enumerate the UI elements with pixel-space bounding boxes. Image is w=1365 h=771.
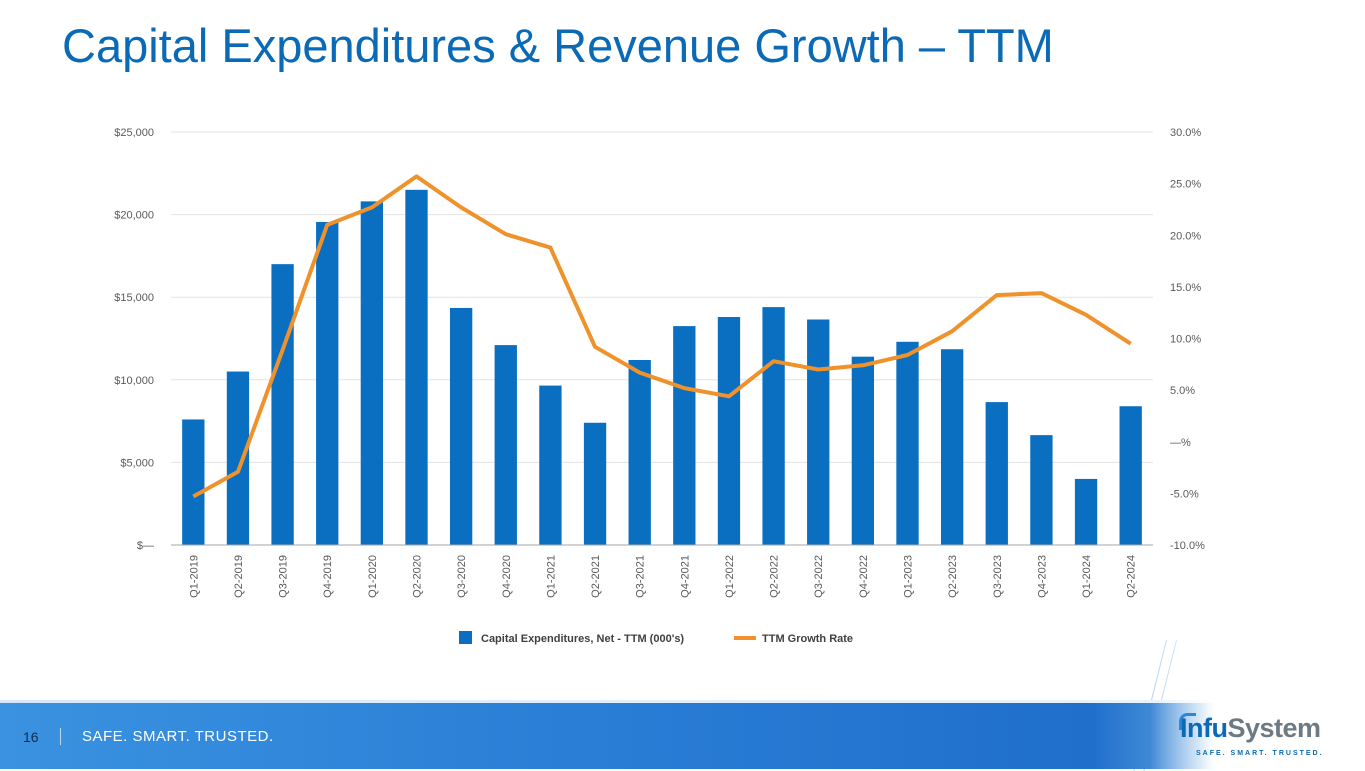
footer-tagline: SAFE. SMART. TRUSTED. — [82, 728, 274, 745]
capex-bar — [361, 201, 383, 545]
x-axis-tick-label: Q4-2022 — [858, 555, 870, 598]
x-axis-tick-label: Q2-2019 — [233, 555, 245, 598]
x-axis-tick-label: Q1-2024 — [1081, 555, 1093, 598]
capex-bar — [629, 360, 651, 545]
capex-bar — [227, 372, 249, 545]
capex-bar — [1030, 435, 1052, 545]
x-axis-tick-label: Q2-2021 — [590, 555, 602, 598]
legend-line-label: TTM Growth Rate — [762, 633, 853, 645]
left-axis-tick-label: $25,000 — [114, 127, 154, 139]
right-axis-tick-label: 15.0% — [1170, 282, 1201, 294]
capex-bar — [450, 308, 472, 545]
x-axis-tick-label: Q2-2023 — [947, 555, 959, 598]
combo-chart: $— $5,000 $10,000 $15,000 $20,000 $25,000 -10… — [0, 0, 1365, 700]
right-axis-tick-label: -10.0% — [1170, 540, 1205, 552]
right-axis-tick-label: 5.0% — [1170, 385, 1195, 397]
capex-bar — [673, 326, 695, 545]
left-axis-tick-label: $20,000 — [114, 210, 154, 222]
capex-bar — [495, 345, 517, 545]
x-axis-tick-label: Q1-2021 — [545, 555, 557, 598]
left-axis-tick-label: $— — [137, 540, 154, 552]
x-axis-tick-label: Q1-2022 — [724, 555, 736, 598]
right-axis-tick-label: 30.0% — [1170, 127, 1201, 139]
legend-bar-label: Capital Expenditures, Net - TTM (000's) — [481, 633, 684, 645]
right-axis-tick-label: -5.0% — [1170, 488, 1199, 500]
capex-bar — [182, 419, 204, 545]
x-axis-tick-label: Q1-2020 — [367, 555, 379, 598]
right-axis-tick-label: 20.0% — [1170, 230, 1201, 242]
x-axis-tick-label: Q3-2019 — [278, 555, 290, 598]
x-axis-ticks: Q1-2019 Q2-2019 Q3-2019 Q4-2019 Q1-2020 Q2-20… — [188, 555, 1137, 598]
capex-bar — [316, 222, 338, 545]
capex-bar — [1075, 479, 1097, 545]
footer-separator — [60, 728, 61, 745]
x-axis-tick-label: Q2-2024 — [1126, 555, 1138, 598]
left-axis-tick-label: $15,000 — [114, 292, 154, 304]
capex-bar — [271, 264, 293, 545]
x-axis-tick-label: Q2-2020 — [412, 555, 424, 598]
capex-bar — [584, 423, 606, 545]
capex-bar — [1120, 406, 1142, 545]
left-axis-tick-label: $5,000 — [120, 457, 154, 469]
right-axis-tick-label: —% — [1170, 437, 1191, 449]
left-axis-tick-label: $10,000 — [114, 375, 154, 387]
legend-bar-swatch — [459, 631, 472, 644]
logo-infu: Infu — [1180, 713, 1227, 743]
x-axis-tick-label: Q4-2023 — [1036, 555, 1048, 598]
right-axis-tick-label: 10.0% — [1170, 334, 1201, 346]
right-axis-ticks: -10.0% -5.0% —% 5.0% 10.0% 15.0% 20.0% 25.0% 30.… — [1170, 127, 1205, 552]
logo-tagline: SAFE. SMART. TRUSTED. — [1196, 750, 1324, 757]
x-axis-tick-label: Q3-2022 — [813, 555, 825, 598]
right-axis-tick-label: 25.0% — [1170, 179, 1201, 191]
capex-bars — [182, 190, 1142, 545]
x-axis-tick-label: Q3-2021 — [635, 555, 647, 598]
capex-bar — [405, 190, 427, 545]
x-axis-tick-label: Q2-2022 — [769, 555, 781, 598]
capex-bar — [896, 342, 918, 545]
x-axis-tick-label: Q4-2021 — [679, 555, 691, 598]
capex-bar — [718, 317, 740, 545]
capex-bar — [762, 307, 784, 545]
x-axis-tick-label: Q4-2019 — [322, 555, 334, 598]
company-logo: InfuSystem — [1180, 713, 1321, 744]
x-axis-tick-label: Q3-2023 — [992, 555, 1004, 598]
x-axis-tick-label: Q1-2023 — [903, 555, 915, 598]
left-axis-ticks: $— $5,000 $10,000 $15,000 $20,000 $25,000 — [114, 127, 154, 552]
capex-bar — [807, 320, 829, 545]
capex-bar — [941, 349, 963, 545]
x-axis-tick-label: Q1-2019 — [188, 555, 200, 598]
logo-system: System — [1227, 713, 1320, 743]
x-axis-tick-label: Q4-2020 — [501, 555, 513, 598]
chart-legend: Capital Expenditures, Net - TTM (000's) … — [459, 631, 853, 645]
capex-bar — [539, 386, 561, 545]
capex-bar — [852, 357, 874, 545]
capex-bar — [986, 402, 1008, 545]
legend-line-swatch — [734, 636, 756, 640]
page-number: 16 — [23, 729, 39, 745]
x-axis-tick-label: Q3-2020 — [456, 555, 468, 598]
